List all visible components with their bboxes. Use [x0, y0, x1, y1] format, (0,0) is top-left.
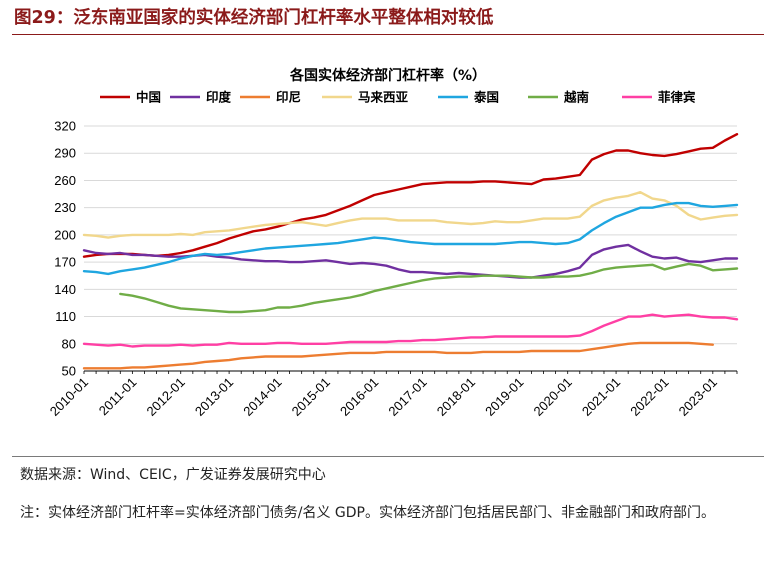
y-tick-label: 170 [54, 255, 76, 270]
x-tick-label: 2016-01 [337, 375, 381, 419]
x-tick-label: 2021-01 [579, 375, 623, 419]
legend-label: 印度 [206, 90, 232, 105]
y-tick-label: 260 [54, 173, 76, 188]
x-tick-label: 2017-01 [385, 375, 429, 419]
series-line-菲律宾 [82, 313, 739, 348]
y-tick-label: 50 [62, 364, 76, 379]
legend-label: 印尼 [276, 90, 301, 105]
series-line-泰国 [82, 201, 739, 276]
definition-note: 注：实体经济部门杠杆率=实体经济部门债务/名义 GDP。实体经济部门包括居民部门… [20, 505, 715, 521]
y-tick-label: 110 [55, 309, 76, 324]
y-tick-label: 230 [54, 200, 76, 215]
legend-label: 中国 [136, 90, 161, 105]
x-tick-label: 2013-01 [192, 375, 236, 419]
series-line-印尼 [82, 341, 714, 370]
y-tick-label: 140 [54, 282, 76, 297]
x-tick-label: 2019-01 [482, 375, 526, 419]
chart-series [82, 132, 739, 370]
chart-title: 各国实体经济部门杠杆率（%） [289, 67, 486, 84]
y-tick-label: 200 [54, 227, 76, 242]
x-tick-label: 2022-01 [627, 375, 671, 419]
x-tick-label: 2020-01 [530, 375, 574, 419]
y-tick-label: 320 [54, 119, 76, 134]
legend-label: 越南 [563, 90, 590, 105]
series-line-印度 [82, 243, 739, 279]
x-tick-label: 2014-01 [240, 375, 284, 419]
legend-label: 菲律宾 [658, 90, 696, 105]
figure-title: 图29：泛东南亚国家的实体经济部门杠杆率水平整体相对较低 [14, 8, 494, 28]
chart-axes: 50 80 110 140 170 200 230 260 290 320 2010-01 2011-… [47, 119, 738, 419]
chart-legend: 中国 印度 印尼 马来西亚 泰国 越南 菲律宾 [100, 90, 696, 105]
x-tick-label: 2010-01 [47, 375, 91, 419]
series-line-越南 [119, 262, 739, 314]
series-line-马来西亚 [82, 190, 739, 239]
series-line-中国 [82, 132, 739, 258]
title-divider [12, 34, 764, 35]
x-tick-label: 2018-01 [434, 375, 478, 419]
y-tick-label: 80 [62, 336, 76, 351]
legend-label: 泰国 [473, 90, 499, 105]
leverage-line-chart: 各国实体经济部门杠杆率（%） 中国 印度 印尼 马来西亚 泰国 越南 菲律宾 50 80 110… [47, 67, 739, 419]
x-tick-label: 2015-01 [289, 375, 333, 419]
source-note: 数据来源：Wind、CEIC，广发证券发展研究中心 [20, 467, 326, 483]
x-tick-label: 2012-01 [144, 375, 188, 419]
y-tick-label: 290 [54, 146, 76, 161]
x-tick-label: 2023-01 [676, 375, 720, 419]
footer-divider [12, 456, 764, 457]
legend-label: 马来西亚 [358, 90, 409, 105]
x-tick-label: 2011-01 [96, 375, 140, 419]
